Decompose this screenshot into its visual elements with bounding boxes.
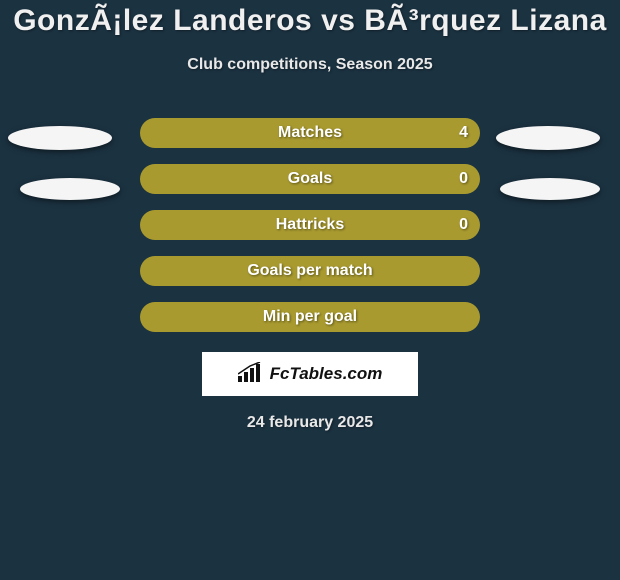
attribution-badge[interactable]: FcTables.com — [202, 352, 418, 396]
stat-bar-min-per-goal: Min per goal — [140, 302, 480, 332]
stat-label: Goals per match — [247, 262, 372, 280]
stat-value: 4 — [459, 124, 468, 142]
stat-label: Min per goal — [263, 308, 357, 326]
stat-label: Matches — [278, 124, 342, 142]
stat-row: Min per goal — [0, 302, 620, 332]
stat-bar-hattricks: Hattricks 0 — [140, 210, 480, 240]
attribution-badge-wrap: FcTables.com — [0, 352, 620, 396]
stat-bar-goals-per-match: Goals per match — [140, 256, 480, 286]
stat-value: 0 — [459, 216, 468, 234]
page-title: GonzÃ¡lez Landeros vs BÃ³rquez Lizana — [0, 4, 620, 38]
stat-value: 0 — [459, 170, 468, 188]
stat-bar-matches: Matches 4 — [140, 118, 480, 148]
stat-row: Matches 4 — [0, 118, 620, 148]
stat-row: Goals per match — [0, 256, 620, 286]
page-subtitle: Club competitions, Season 2025 — [0, 56, 620, 74]
footer-date: 24 february 2025 — [0, 414, 620, 432]
attribution-text: FcTables.com — [270, 364, 383, 384]
bar-chart-icon — [238, 362, 264, 387]
comparison-card: GonzÃ¡lez Landeros vs BÃ³rquez Lizana Cl… — [0, 0, 620, 432]
stat-label: Hattricks — [276, 216, 344, 234]
stat-label: Goals — [288, 170, 332, 188]
stat-bar-goals: Goals 0 — [140, 164, 480, 194]
stat-row: Hattricks 0 — [0, 210, 620, 240]
stat-row: Goals 0 — [0, 164, 620, 194]
stats-rows: Matches 4 Goals 0 Hattricks 0 Goals per … — [0, 118, 620, 332]
